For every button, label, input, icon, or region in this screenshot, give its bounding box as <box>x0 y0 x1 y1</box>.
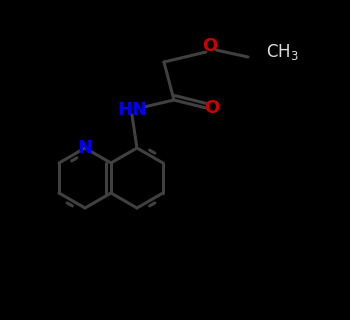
Text: O: O <box>204 99 219 117</box>
Text: N: N <box>77 139 92 157</box>
Text: HN: HN <box>117 101 147 119</box>
Text: O: O <box>202 37 218 55</box>
Text: CH$_3$: CH$_3$ <box>266 42 299 62</box>
